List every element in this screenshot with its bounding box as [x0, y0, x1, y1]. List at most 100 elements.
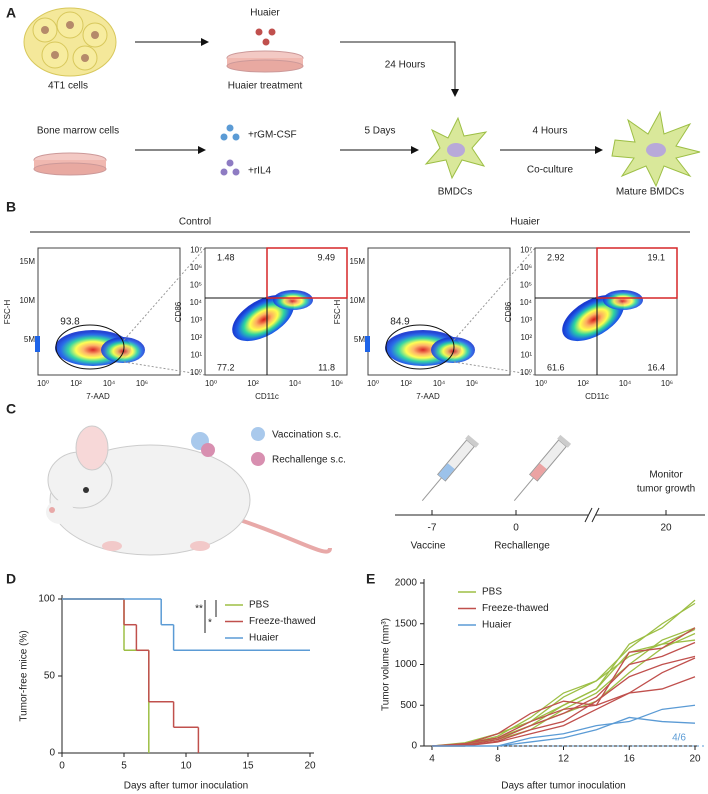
x-tick-label: 8: [495, 754, 501, 765]
cytokines: [220, 124, 240, 176]
x-tick-label: 20: [304, 761, 316, 772]
event-label: Rechallenge: [494, 541, 550, 552]
legend-label: Freeze-thawed: [249, 616, 316, 627]
y-tick-label: 10⁰: [520, 368, 532, 377]
y-tick-label: 10⁶: [520, 263, 532, 272]
gate: [385, 324, 455, 370]
syringes: [421, 434, 572, 501]
x-axis-label: 7-AAD: [86, 392, 110, 401]
x-axis-label: CD11c: [255, 392, 279, 401]
y-tick-label: 10⁰: [190, 368, 202, 377]
density: [431, 337, 475, 363]
quadrant-gate: [266, 247, 348, 299]
density: [365, 336, 370, 352]
y-tick-label: 1500: [395, 618, 418, 629]
x-tick-label: 10⁶: [331, 379, 343, 388]
label: 24 Hours: [385, 60, 426, 71]
timeline-label: -7: [428, 523, 437, 534]
y-tick-label: 10¹: [190, 351, 202, 360]
data-line: [432, 676, 696, 747]
y-tick-label: 10⁴: [520, 298, 533, 307]
panel-label: C: [6, 401, 16, 417]
data-line: [431, 599, 696, 747]
x-tick-label: 16: [624, 754, 636, 765]
gate-connector: [123, 247, 206, 341]
significance: *: [208, 618, 212, 629]
y-tick-label: 10⁶: [190, 263, 202, 272]
x-axis-label: 7-AAD: [416, 392, 440, 401]
label: 4 Hours: [532, 126, 567, 137]
y-tick-label: 2000: [395, 578, 418, 589]
gate-connector: [123, 361, 206, 376]
y-tick-label: 100: [38, 594, 55, 605]
x-tick-label: 4: [429, 754, 435, 765]
x-axis-label: Days after tumor inoculation: [501, 781, 626, 792]
y-tick-label: 10⁴: [190, 298, 203, 307]
quadrant-value: 19.1: [647, 252, 665, 262]
arrow: [340, 41, 459, 97]
density: [35, 336, 40, 352]
legend-label: Vaccination s.c.: [272, 430, 341, 441]
legend-label: Huaier: [482, 620, 512, 631]
y-tick-label: 50: [44, 671, 56, 682]
x-tick-label: 10²: [400, 379, 412, 388]
gate-connector: [453, 361, 536, 376]
legend-label: Rechallenge s.c.: [272, 455, 346, 466]
label: Huaier treatment: [228, 81, 303, 92]
y-tick-label: 0: [411, 741, 417, 752]
timeline-label: 20: [660, 523, 672, 534]
data-line: [432, 716, 696, 747]
legend-label: PBS: [249, 600, 269, 611]
x-tick-label: 5: [121, 761, 127, 772]
label: Mature BMDCs: [616, 187, 684, 198]
group-title: Huaier: [510, 217, 540, 228]
dish: [226, 28, 304, 73]
x-tick-label: 10²: [70, 379, 82, 388]
data-line: [431, 657, 696, 747]
quadrant-value: 2.92: [547, 252, 565, 262]
label: +rIL4: [248, 166, 272, 177]
x-axis-label: CD11c: [585, 392, 609, 401]
mouse-illustration: [46, 425, 332, 556]
quadrant-gate: [596, 247, 678, 299]
x-tick-label: 10²: [577, 379, 589, 388]
y-tick-label: 10⁵: [190, 281, 202, 290]
plot-frame: [367, 247, 511, 376]
significance: **: [195, 604, 203, 615]
panel-label: E: [366, 571, 375, 587]
quadrant-value: 9.49: [317, 252, 335, 262]
group-title: Control: [179, 217, 211, 228]
x-tick-label: 20: [689, 754, 701, 765]
y-axis-label: CD86: [174, 301, 183, 322]
density: [603, 290, 643, 310]
mature-bmdc-illustration: [611, 110, 701, 188]
quadrant-value: 16.4: [647, 362, 665, 372]
quadrant-value: 11.8: [318, 362, 335, 372]
legend-marker: [251, 427, 265, 441]
x-tick-label: 10⁰: [37, 379, 49, 388]
density: [273, 290, 313, 310]
plot-frame: [37, 247, 181, 376]
panel-label: B: [6, 199, 16, 215]
x-tick-label: 15: [242, 761, 254, 772]
y-axis-label: FSC-H: [3, 300, 12, 325]
label: 5 Days: [364, 126, 395, 137]
label: Bone marrow cells: [37, 126, 119, 137]
event-label: tumor growth: [637, 484, 695, 495]
dish: [33, 152, 107, 176]
y-tick-label: 15M: [19, 257, 35, 266]
label: BMDCs: [438, 187, 472, 198]
y-tick-label: 500: [400, 700, 417, 711]
event-label: Monitor: [649, 470, 683, 481]
event-label: Vaccine: [411, 541, 446, 552]
x-tick-label: 12: [558, 754, 570, 765]
x-tick-label: 10⁶: [466, 379, 478, 388]
y-tick-label: 1000: [395, 659, 418, 670]
quadrant-value: 1.48: [217, 252, 235, 262]
x-tick-label: 10⁰: [535, 379, 547, 388]
timeline: [395, 507, 705, 523]
x-tick-label: 10⁴: [619, 379, 632, 388]
gate: [55, 324, 125, 370]
label: Co-culture: [527, 165, 574, 176]
y-tick-label: 0: [49, 748, 55, 759]
